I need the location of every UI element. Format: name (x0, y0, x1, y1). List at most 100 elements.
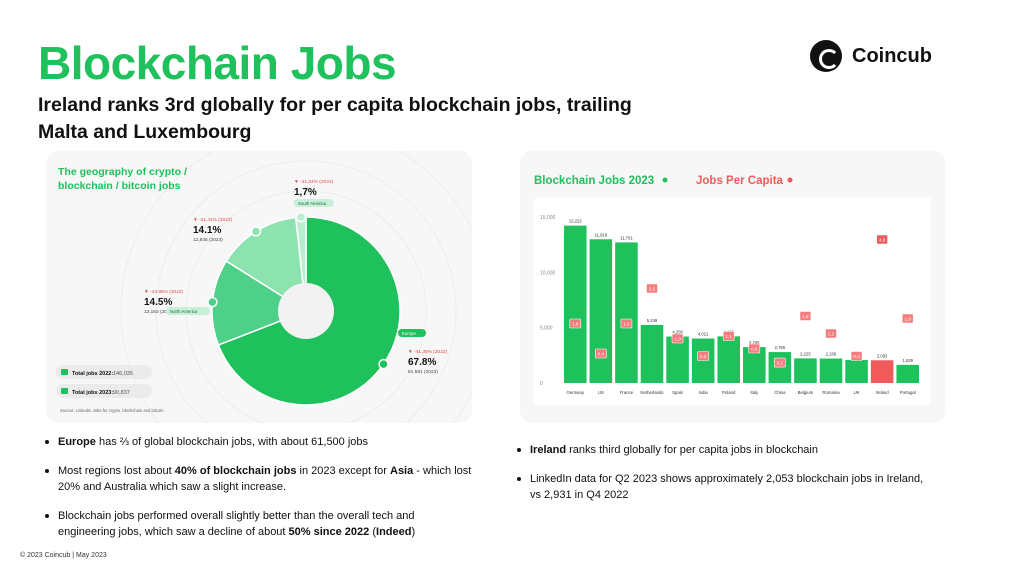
bar-value-label: 2,209 (826, 352, 837, 357)
per-capita-badge-uk (850, 351, 863, 361)
per-capita-badge-germany (569, 318, 582, 329)
wallet-icon (61, 388, 68, 394)
x-tick-label: US (598, 390, 604, 395)
region-pill-north-america (166, 307, 210, 315)
list-item: LinkedIn data for Q2 2023 shows approxim… (516, 471, 936, 503)
y-tick-label: 0 (540, 381, 543, 387)
bar-france (615, 242, 638, 383)
per-capita-badge-belgium (799, 311, 812, 321)
bar-value-label: 13,222 (569, 219, 582, 224)
page-title: Blockchain Jobs (38, 37, 397, 89)
pie-marker-asia (250, 226, 262, 237)
bar-value-label: 2,766 (775, 345, 786, 350)
footer-copyright: © 2023 Coincub | May 2023 (20, 552, 107, 559)
bar-netherlands (640, 324, 664, 383)
legend-jobs-dot (662, 177, 668, 183)
bar-value-label: 2,053 (877, 353, 888, 358)
per-capita-label: 1,6 (572, 321, 579, 326)
left-bullet-list: Europe has ⅔ of global blockchain jobs, … (44, 434, 474, 553)
y-tick-label: 10,000 (540, 270, 556, 276)
bar-us (589, 239, 613, 383)
percent-label-asia: 14.1% (193, 225, 221, 236)
per-capita-label: 0,3 (700, 354, 707, 359)
bar-portugal (896, 364, 919, 383)
per-capita-badge-france (620, 318, 633, 329)
brand-logo[interactable]: Coincub (810, 40, 932, 72)
panel-title-line1: The geography of crypto / (58, 166, 187, 178)
decor-ring (120, 151, 472, 423)
x-tick-label: Spain (672, 390, 684, 395)
per-capita-label: 0,2 (777, 360, 784, 365)
region-pill-south-america (294, 199, 334, 207)
x-tick-label: India (698, 390, 708, 395)
per-capita-badge-poland (722, 331, 735, 341)
pie-marker-south-america (295, 211, 307, 223)
bar-poland (717, 336, 740, 383)
total-2023-pill (56, 384, 152, 398)
x-tick-label: Germany (566, 390, 585, 395)
per-capita-badge-romania (825, 328, 837, 339)
change-label-south-america: ▼ -41,24% (2022) (294, 179, 334, 185)
per-capita-label: 3,0 (649, 286, 656, 291)
geography-chart-panel: ▼ -41,35% (2022) 67.8% 61,591 (2023) Europe… (46, 151, 472, 423)
country-chart-panel: Blockchain Jobs 2023 Jobs Per Capita 0 5,… (520, 151, 945, 423)
per-capita-badge-us (595, 348, 607, 359)
x-tick-label: China (774, 390, 786, 395)
x-tick-label: UK (854, 390, 860, 395)
change-label-europe: ▼ -41,35% (2022) (408, 349, 448, 355)
total-2022-value: 146,035 (113, 371, 133, 377)
bar-value-label: 4,200 (672, 330, 683, 335)
x-tick-label: Italy (750, 390, 759, 395)
total-2022-label: Total jobs 2022: (72, 371, 113, 377)
per-capita-label: 1,8 (905, 316, 912, 321)
total-2023-value: 90,837 (113, 390, 130, 396)
jobs-label-north-america: 13,163 (2023) (144, 309, 174, 315)
region-name-south-america: South America (298, 201, 327, 206)
jobs-label-europe: 61,591 (2023) (408, 369, 438, 375)
bar-romania (819, 358, 843, 383)
per-capita-label: 1,2 (828, 331, 835, 336)
list-item: Europe has ⅔ of global blockchain jobs, … (44, 434, 474, 450)
per-capita-label: 1,0 (674, 336, 681, 341)
panel-title-line2: blockchain / bitcoin jobs (58, 180, 181, 192)
y-tick-label: 5,000 (540, 326, 553, 332)
list-item: Ireland ranks third globally for per cap… (516, 442, 936, 458)
total-2023-label: Total jobs 2023: (72, 390, 113, 396)
per-capita-label: 1,9 (802, 314, 809, 319)
bar-value-label: 4,021 (698, 332, 709, 337)
region-pill-europe (398, 329, 426, 337)
page-subtitle: Ireland ranks 3rd globally for per capit… (38, 94, 632, 143)
bar-chart: Blockchain Jobs 2023 Jobs Per Capita 0 5,… (534, 175, 931, 405)
x-tick-label: Belgium (798, 390, 814, 395)
x-tick-label: Portugal (900, 390, 916, 395)
per-capita-badge-spain (671, 333, 684, 344)
region-name-europe: Europe (402, 331, 416, 336)
region-name-north-america: North America (170, 309, 198, 314)
per-capita-label: 1,1 (726, 334, 733, 339)
bar-ireland (870, 360, 894, 383)
change-label-asia: ▼ -21,41% (2022) (193, 217, 233, 223)
x-tick-label: Romania (822, 390, 840, 395)
total-2022-pill (56, 365, 152, 379)
per-capita-badge-ireland (876, 234, 888, 245)
x-tick-label: Poland (722, 390, 736, 395)
bar-italy (743, 347, 766, 383)
per-capita-label: 0,4 (598, 351, 605, 356)
bar-uk (845, 359, 868, 383)
bar-china (768, 352, 792, 383)
per-capita-label: 1,6 (623, 321, 630, 326)
bar-value-label: 3,245 (749, 340, 760, 345)
bar-value-label: 11,910 (595, 232, 608, 237)
right-bullet-list: Ireland ranks third globally for per cap… (516, 442, 936, 516)
per-capita-badge-netherlands (646, 283, 658, 294)
per-capita-badge-india (697, 351, 709, 361)
bar-value-label: 5,249 (647, 318, 658, 323)
bar-belgium (794, 358, 817, 383)
pie-marker-north-america (207, 296, 218, 308)
bar-value-label: 11,701 (620, 235, 633, 240)
percent-label-europe: 67.8% (408, 357, 436, 368)
coincub-logo-icon (810, 40, 842, 72)
y-tick-label: 15,000 (540, 215, 556, 221)
legend-jobs: Blockchain Jobs 2023 (534, 175, 654, 187)
bar-spain (666, 336, 689, 383)
